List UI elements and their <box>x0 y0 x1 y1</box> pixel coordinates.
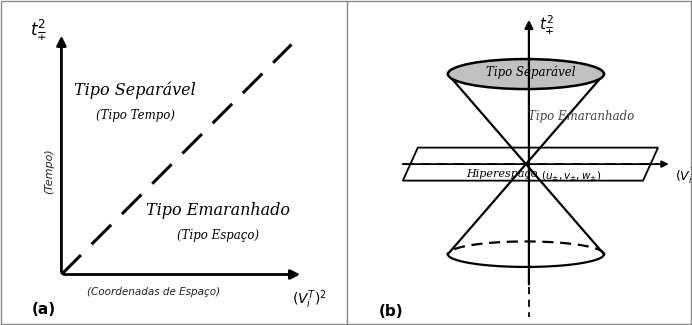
Text: Tipo Separável: Tipo Separável <box>74 82 196 99</box>
Ellipse shape <box>448 59 604 89</box>
Text: Tipo Emaranhado: Tipo Emaranhado <box>528 110 634 123</box>
Text: $t_{\mp}^2$: $t_{\mp}^2$ <box>540 14 555 37</box>
Polygon shape <box>403 148 658 181</box>
Text: (Tipo Tempo): (Tipo Tempo) <box>95 109 174 122</box>
Text: (Tempo): (Tempo) <box>44 148 54 194</box>
Text: $t_{\mp}^2$: $t_{\mp}^2$ <box>30 18 47 43</box>
Text: Tipo Separável: Tipo Separável <box>486 66 575 79</box>
Text: Hiperespaço: Hiperespaço <box>466 169 538 179</box>
Text: (Coordenadas de Espaço): (Coordenadas de Espaço) <box>87 287 220 297</box>
Text: $(u_{\pm}, v_{\pm}, w_{\pm})$: $(u_{\pm}, v_{\pm}, w_{\pm})$ <box>541 169 601 183</box>
Text: Tipo Emaranhado: Tipo Emaranhado <box>146 202 290 219</box>
Text: $(V_i^T)^2$: $(V_i^T)^2$ <box>675 167 692 188</box>
Text: $(V_i^T)^2$: $(V_i^T)^2$ <box>293 288 327 311</box>
Text: (Tipo Espaço): (Tipo Espaço) <box>177 229 259 242</box>
Text: (a): (a) <box>32 302 56 317</box>
Text: (b): (b) <box>379 304 403 319</box>
